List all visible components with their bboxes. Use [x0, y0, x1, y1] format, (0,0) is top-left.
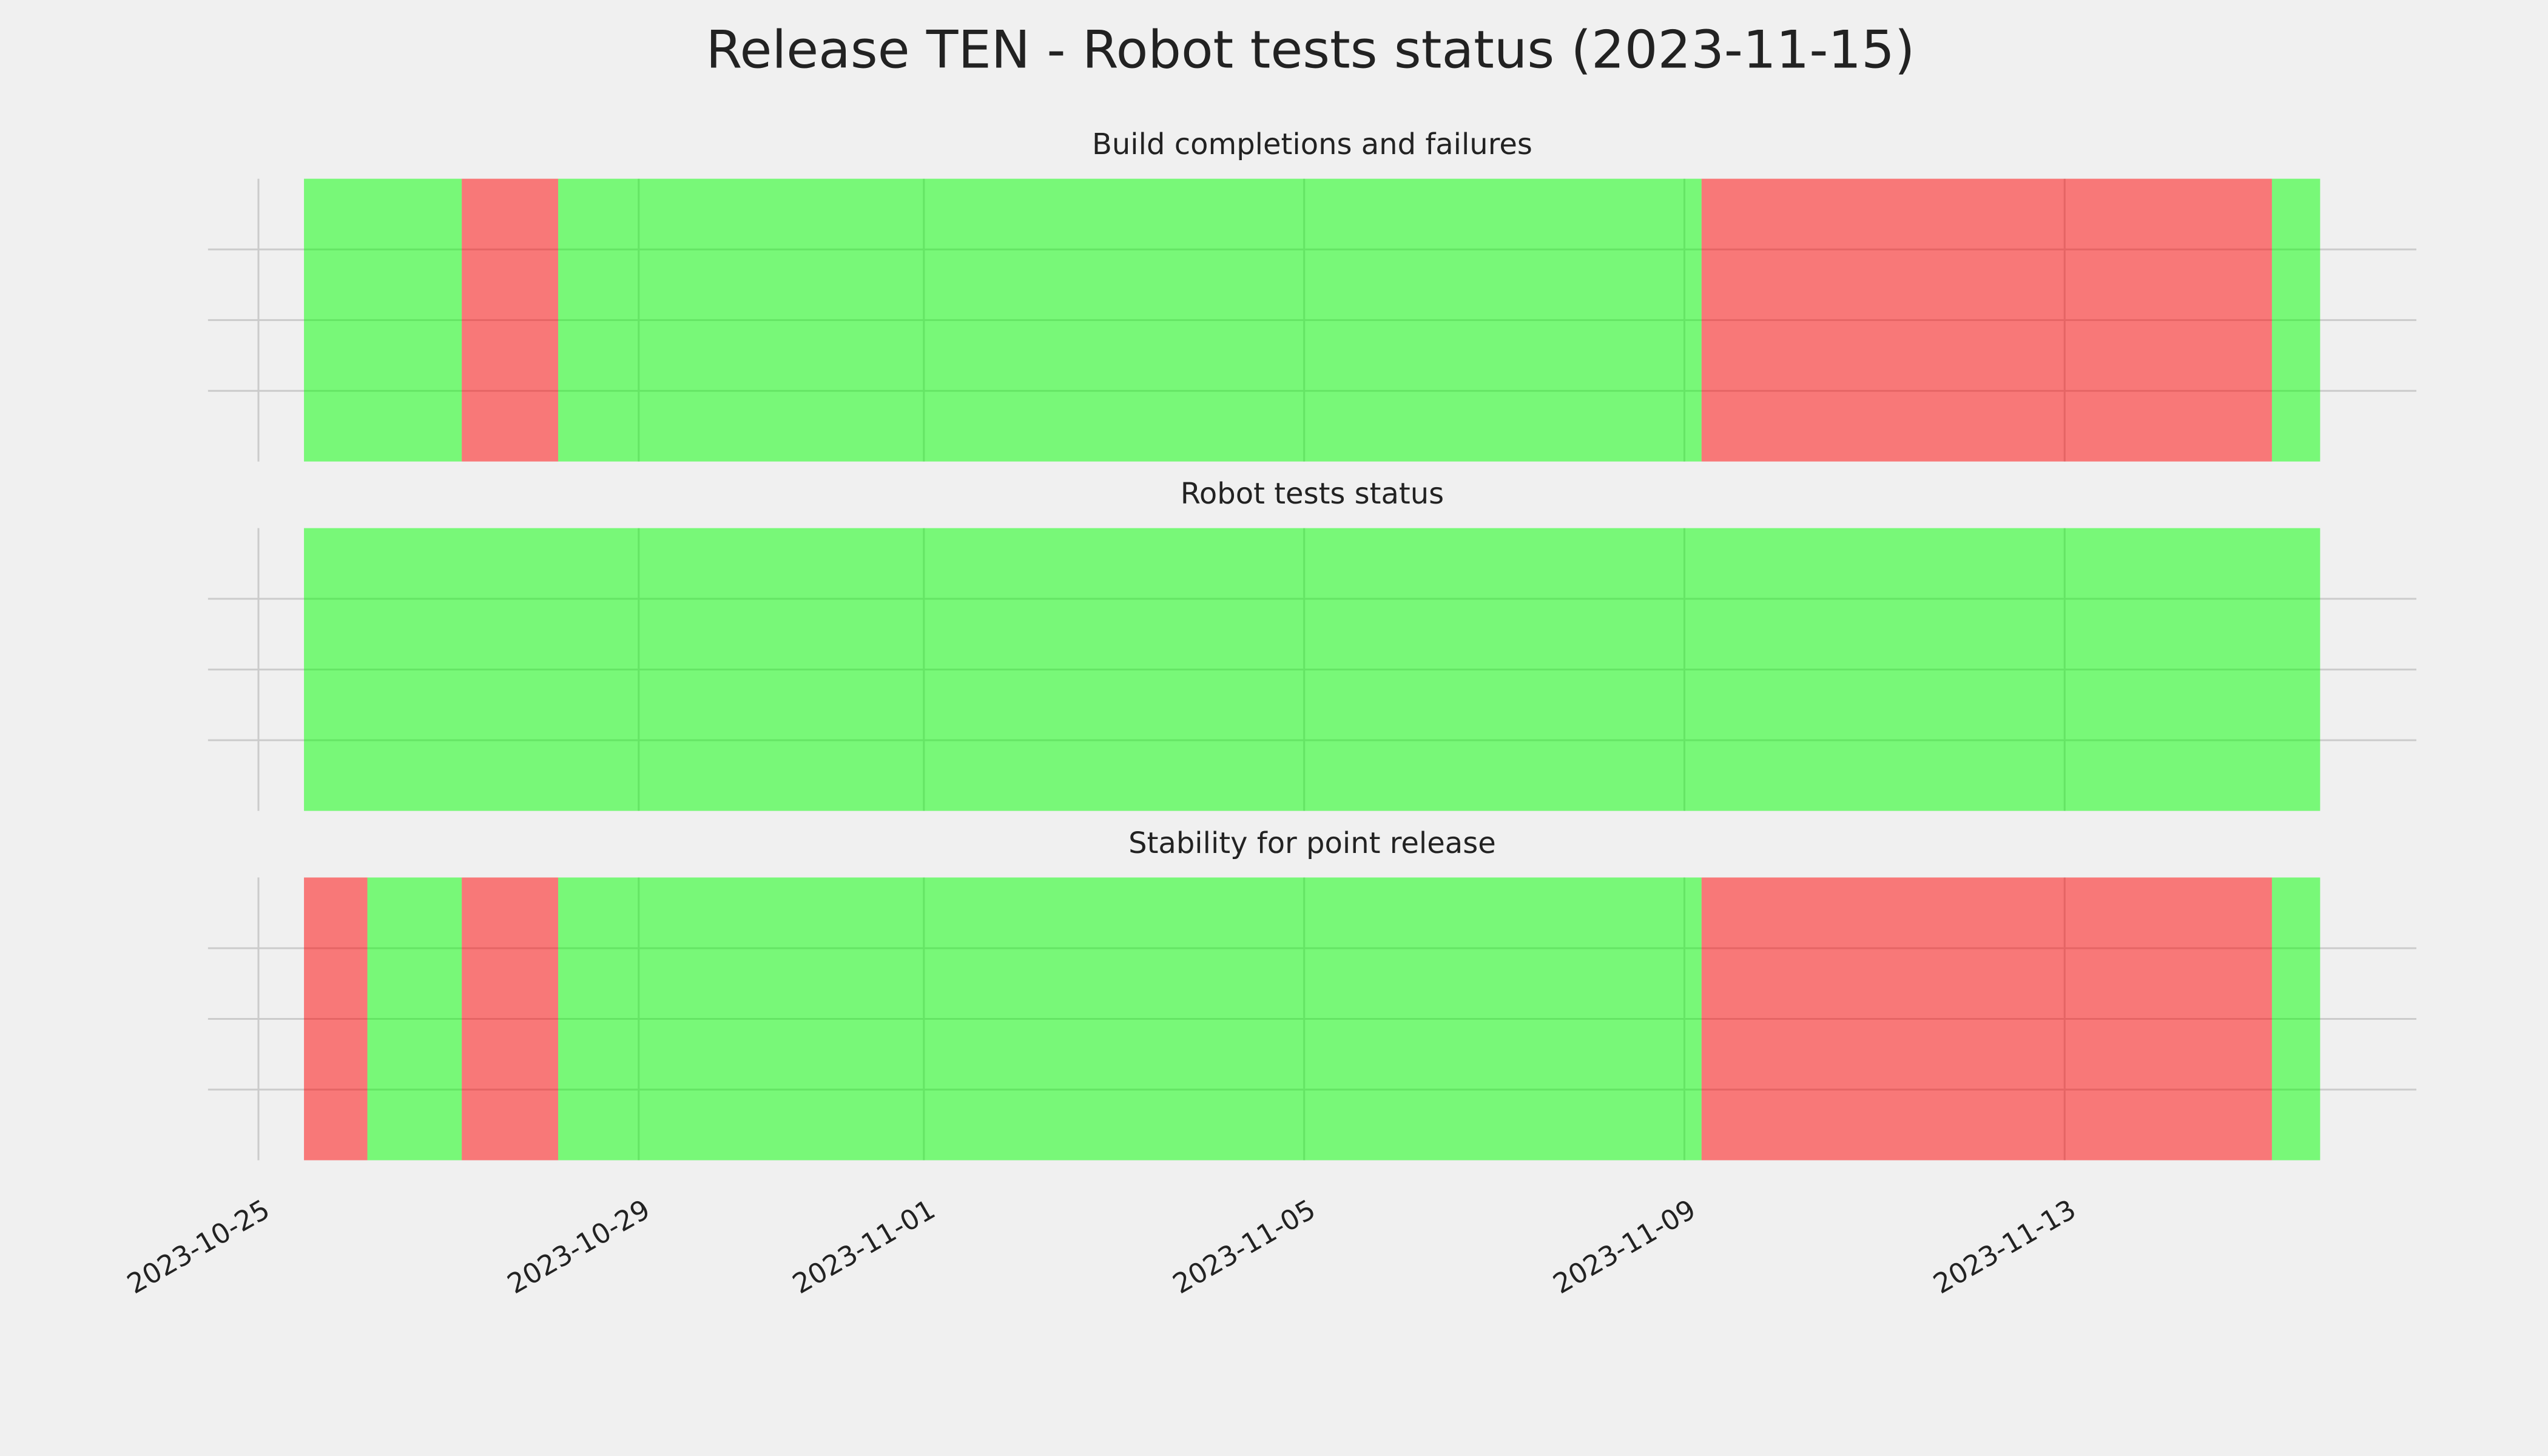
subplot-title: Build completions and failures [1092, 127, 1532, 161]
status-span [2271, 178, 2320, 462]
status-span [304, 178, 462, 462]
status-span [558, 178, 1702, 462]
status-span [462, 877, 559, 1161]
status-span [2271, 877, 2320, 1161]
status-span [304, 528, 2320, 811]
status-span [558, 877, 1702, 1161]
status-span [367, 877, 462, 1161]
status-span [1701, 178, 2272, 462]
status-span [1701, 877, 2272, 1161]
subplot-title: Robot tests status [1181, 477, 1444, 511]
status-span [304, 877, 368, 1161]
status-span [462, 178, 559, 462]
figure-title: Release TEN - Robot tests status (2023-1… [706, 19, 1915, 80]
subplot-title: Stability for point release [1128, 826, 1496, 860]
